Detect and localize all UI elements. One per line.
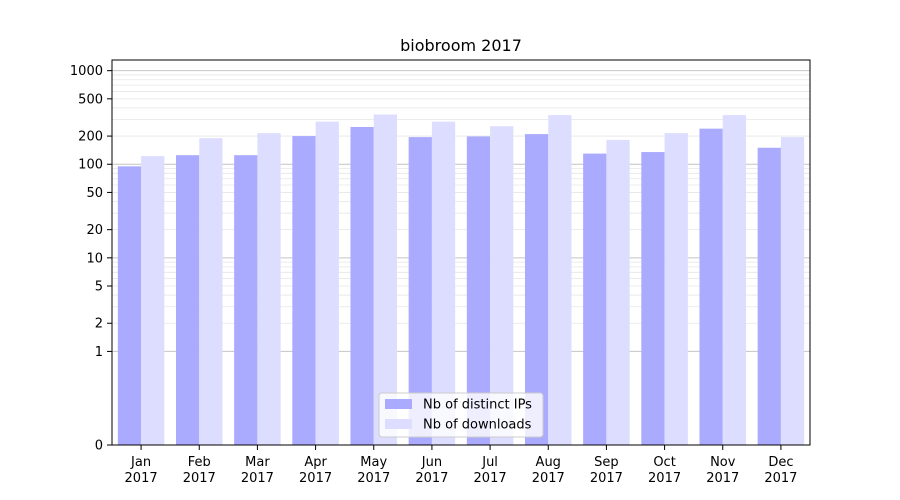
bar-distinct-ips [117,166,142,445]
y-tick-label: 10 [86,251,103,266]
legend: Nb of distinct IPs Nb of downloads [378,392,544,438]
x-tick-label: Apr 2017 [299,455,332,486]
bar-downloads [315,121,339,446]
grid [112,70,810,352]
legend-swatch [385,399,412,409]
bar-distinct-ips [757,147,781,445]
y-tick-label: 0 [95,439,103,454]
y-tick-label: 2 [95,317,103,332]
bar-distinct-ips [699,128,723,445]
legend-box [378,392,544,438]
bar-distinct-ips [641,152,665,445]
bar-downloads [141,156,165,445]
x-tick-label: Nov 2017 [706,455,739,486]
x-tick-label: Dec 2017 [764,455,797,486]
y-tick-label: 50 [86,186,103,201]
y-tick-label: 1000 [70,64,103,79]
chart-title: biobroom 2017 [400,36,522,55]
x-tick-label: Jun 2017 [415,455,448,486]
bar-downloads [490,126,514,445]
bar-distinct-ips [583,153,607,446]
bar-distinct-ips [292,136,316,446]
bar-downloads [373,114,398,445]
x-tick-label: Jan 2017 [125,455,158,486]
bar-downloads [431,121,456,446]
x-tick-label: Jul 2017 [474,455,507,486]
bar-downloads [257,133,281,446]
bar-distinct-ips [466,136,491,445]
axes: 0 1 2 5 10 20 50 100 200 500 1000 Jan 2017 Feb 2017 Mar… [70,59,811,486]
plot-frame [111,59,811,446]
x-tick-label: Mar 2017 [241,455,274,486]
bar-downloads [780,137,805,445]
x-tick-label: May 2017 [357,455,390,486]
bar-downloads [199,138,223,446]
y-tick-label: 100 [78,158,103,173]
y-tick-label: 200 [78,130,103,145]
x-tick-label: Sep 2017 [590,455,623,486]
bar-downloads [722,115,747,446]
x-tick-label: Aug 2017 [532,455,565,486]
y-tick-label: 5 [95,280,103,295]
legend-label: Nb of distinct IPs [423,398,532,413]
y-tick-label: 500 [78,92,103,107]
bar-distinct-ips [524,134,549,446]
legend-swatch [385,419,412,429]
bar-distinct-ips [175,155,200,445]
bar-distinct-ips [408,137,432,445]
x-tick-label: Oct 2017 [648,455,681,486]
y-tick-label: 20 [86,223,103,238]
y-tick-label: 1 [95,345,103,360]
bar-downloads [664,133,688,446]
bar-distinct-ips [350,127,374,445]
legend-label: Nb of downloads [423,418,532,433]
bar-distinct-ips [234,155,258,445]
bar-downloads [606,139,630,445]
bar-downloads [548,115,572,446]
x-tick-label: Feb 2017 [183,455,216,486]
bars [117,114,805,446]
